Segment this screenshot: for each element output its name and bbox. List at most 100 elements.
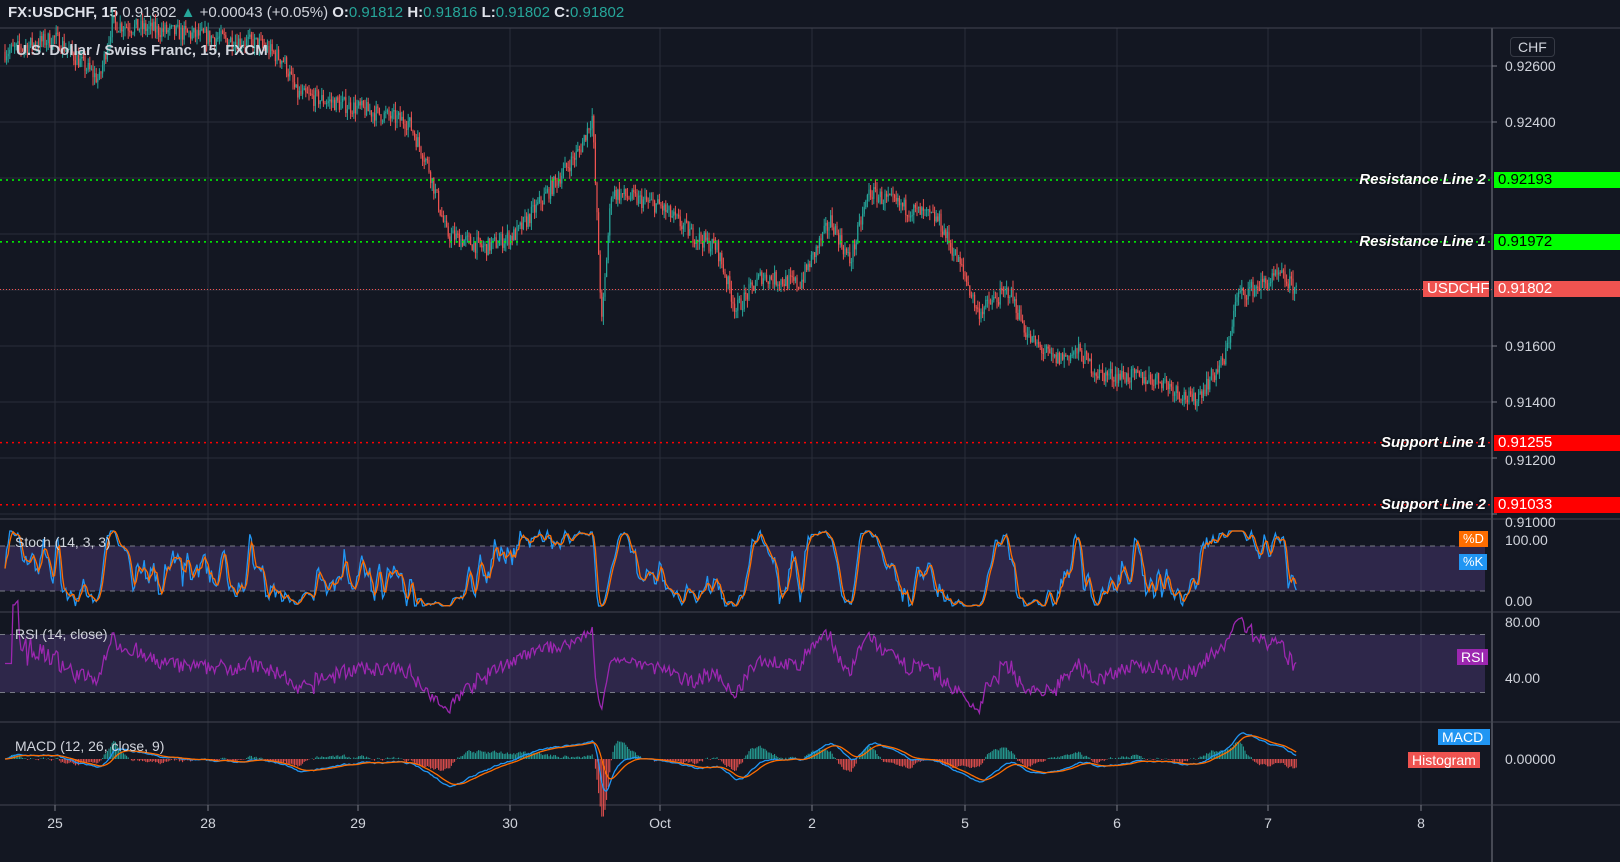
candle-body bbox=[617, 189, 619, 200]
candle-body bbox=[753, 285, 755, 291]
candle-body bbox=[975, 307, 977, 309]
candle-body bbox=[1194, 392, 1196, 407]
up-arrow-icon: ▲ bbox=[180, 4, 196, 21]
candle-body bbox=[398, 112, 400, 116]
candle-body bbox=[63, 41, 65, 52]
candle-body bbox=[807, 263, 809, 270]
candle-body bbox=[633, 189, 635, 193]
currency-button[interactable]: CHF bbox=[1510, 37, 1555, 57]
last-price: 0.91802 bbox=[122, 4, 177, 21]
time-tick-label: 8 bbox=[1417, 815, 1425, 831]
candle-body bbox=[1121, 370, 1123, 380]
candle-body bbox=[922, 207, 924, 211]
candle-body bbox=[257, 37, 259, 49]
candle-body bbox=[1226, 343, 1228, 348]
close-label: C: bbox=[554, 4, 570, 21]
horizontal-line-label: Support Line 1 bbox=[1381, 433, 1486, 451]
candle-body bbox=[484, 244, 486, 246]
candle-body bbox=[1218, 365, 1220, 373]
candle-body bbox=[353, 102, 355, 114]
candle-body bbox=[465, 236, 467, 240]
candle-body bbox=[129, 30, 131, 33]
candle-body bbox=[887, 194, 889, 197]
candle-body bbox=[401, 116, 403, 121]
candle-body bbox=[305, 88, 307, 93]
candle-body bbox=[886, 193, 888, 197]
candle-body bbox=[660, 204, 662, 206]
candle-body bbox=[1079, 344, 1081, 351]
candle-body bbox=[986, 299, 988, 301]
candle-body bbox=[583, 135, 585, 142]
horizontal-line-price: 0.91033 bbox=[1494, 496, 1620, 513]
candle-body bbox=[1038, 341, 1040, 345]
stoch-k-line bbox=[4, 528, 1297, 608]
candle-body bbox=[804, 264, 806, 282]
candle-body bbox=[458, 233, 460, 247]
candle-body bbox=[1065, 354, 1067, 357]
candle-body bbox=[767, 281, 769, 284]
candle-body bbox=[346, 109, 348, 113]
candle-body bbox=[154, 21, 156, 33]
candle-body bbox=[1158, 373, 1160, 383]
candle-body bbox=[39, 35, 41, 48]
candle-body bbox=[225, 35, 227, 39]
candle-body bbox=[14, 46, 16, 48]
candle-body bbox=[234, 42, 236, 48]
candle-body bbox=[391, 111, 393, 119]
candle-body bbox=[714, 243, 716, 250]
candle-body bbox=[538, 196, 540, 203]
candle-body bbox=[1009, 297, 1011, 299]
candle-body bbox=[343, 97, 345, 100]
candle-body bbox=[292, 73, 294, 83]
candle-body bbox=[228, 42, 230, 46]
symbol[interactable]: FX:USDCHF, 15 bbox=[8, 4, 119, 21]
candle-body bbox=[596, 183, 598, 213]
candle-body bbox=[1268, 282, 1270, 290]
candle-body bbox=[281, 61, 283, 64]
candle-body bbox=[1049, 348, 1051, 353]
candle-body bbox=[1289, 276, 1291, 289]
candle-body bbox=[492, 238, 494, 243]
candle-body bbox=[1130, 369, 1132, 383]
candle-body bbox=[94, 73, 96, 78]
candle-body bbox=[940, 213, 942, 232]
candle-body bbox=[298, 90, 300, 98]
candle-body bbox=[28, 45, 30, 54]
candle-body bbox=[1071, 354, 1073, 356]
candle-body bbox=[994, 297, 996, 299]
candle-body bbox=[734, 303, 736, 312]
candle-body bbox=[1039, 344, 1041, 348]
candle-body bbox=[598, 212, 600, 255]
candle-body bbox=[1265, 278, 1267, 284]
candle-body bbox=[348, 102, 350, 110]
candle-body bbox=[780, 279, 782, 285]
candle-body bbox=[724, 272, 726, 277]
candle-body bbox=[1108, 373, 1110, 376]
candle-body bbox=[1294, 287, 1296, 294]
candle-body bbox=[30, 37, 32, 46]
candle-body bbox=[846, 248, 848, 253]
candle-body bbox=[249, 34, 251, 37]
candle-body bbox=[73, 53, 75, 61]
candle-body bbox=[1073, 351, 1075, 355]
candle-body bbox=[825, 222, 827, 226]
candle-body bbox=[623, 188, 625, 195]
candle-body bbox=[553, 176, 555, 195]
candle-body bbox=[322, 95, 324, 104]
candle-body bbox=[663, 204, 665, 211]
candle-body bbox=[84, 57, 86, 71]
candle-body bbox=[588, 128, 590, 131]
candle-body bbox=[980, 311, 982, 319]
candle-body bbox=[1217, 369, 1219, 373]
candle-body bbox=[137, 18, 139, 31]
candle-body bbox=[18, 41, 20, 47]
candle-body bbox=[466, 235, 468, 237]
candle-body bbox=[140, 20, 142, 30]
candle-body bbox=[214, 37, 216, 46]
candle-body bbox=[615, 189, 617, 200]
candle-body bbox=[278, 49, 280, 60]
candle-body bbox=[1103, 372, 1105, 382]
candle-body bbox=[1012, 288, 1014, 302]
candle-body bbox=[370, 110, 372, 117]
